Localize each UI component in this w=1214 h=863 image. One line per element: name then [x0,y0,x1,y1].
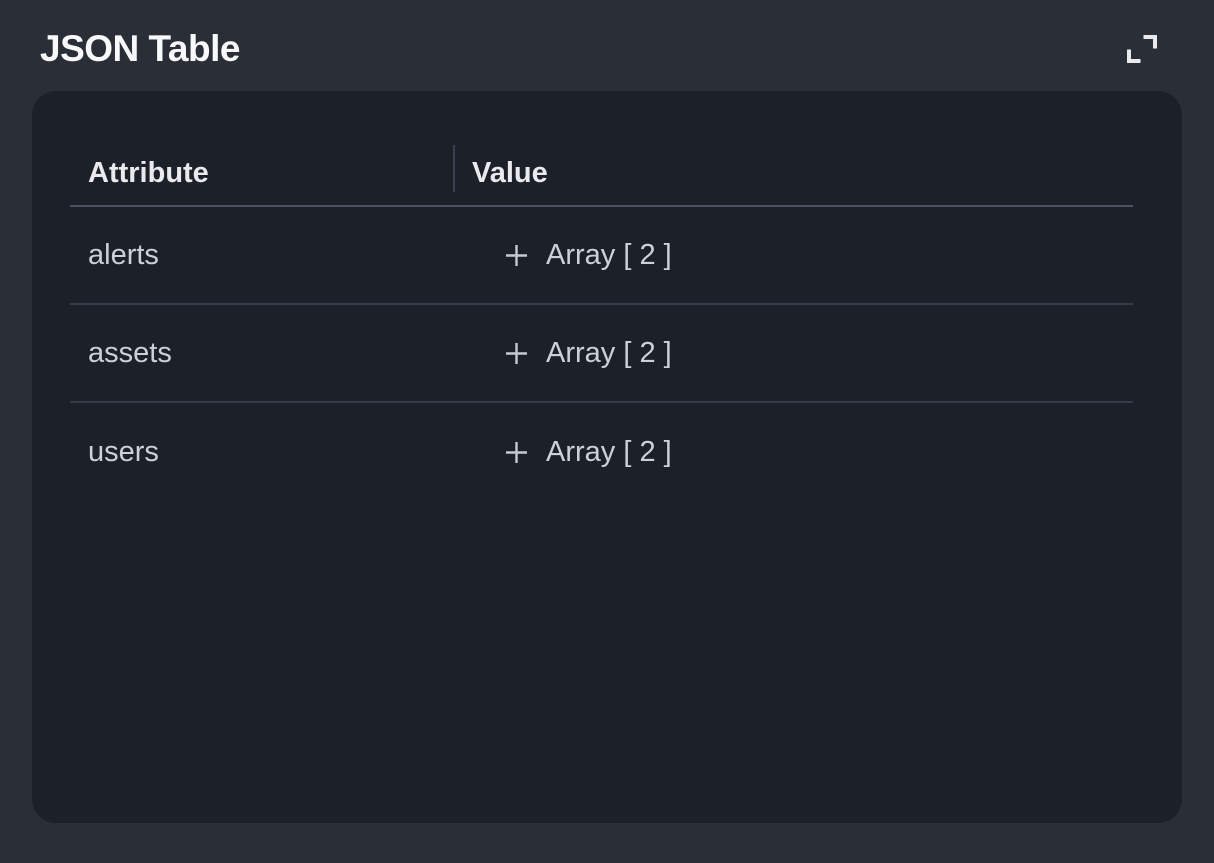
table-header-row: Attribute Value [70,91,1133,207]
json-table-card: Attribute Value alerts Array [ 2 ] asset… [32,91,1182,823]
plus-icon [506,342,527,364]
plus-icon [506,244,527,266]
table-row-alerts: alerts Array [ 2 ] [70,207,1133,305]
attribute-cell: alerts [88,238,159,271]
expand-array-toggle[interactable]: Array [ 2 ] [505,239,672,272]
expand-array-toggle[interactable]: Array [ 2 ] [505,436,672,469]
value-cell: Array [ 2 ] [453,239,1133,272]
expand-icon [1127,35,1157,63]
column-header-value: Value [472,156,548,189]
attribute-cell: assets [88,336,172,369]
attribute-cell: users [88,435,159,468]
widget-title: JSON Table [40,28,240,69]
column-header-attribute: Attribute [88,156,209,189]
table-row-assets: assets Array [ 2 ] [70,305,1133,403]
expand-button[interactable] [1113,24,1171,74]
expand-array-toggle[interactable]: Array [ 2 ] [505,337,672,370]
value-cell: Array [ 2 ] [453,337,1133,370]
json-table: Attribute Value alerts Array [ 2 ] asset… [70,91,1133,501]
plus-icon [506,441,527,463]
table-row-users: users Array [ 2 ] [70,403,1133,501]
value-cell: Array [ 2 ] [453,436,1133,469]
column-divider [453,145,455,192]
value-label: Array [ 2 ] [546,238,672,271]
value-label: Array [ 2 ] [546,336,672,369]
value-label: Array [ 2 ] [546,435,672,468]
